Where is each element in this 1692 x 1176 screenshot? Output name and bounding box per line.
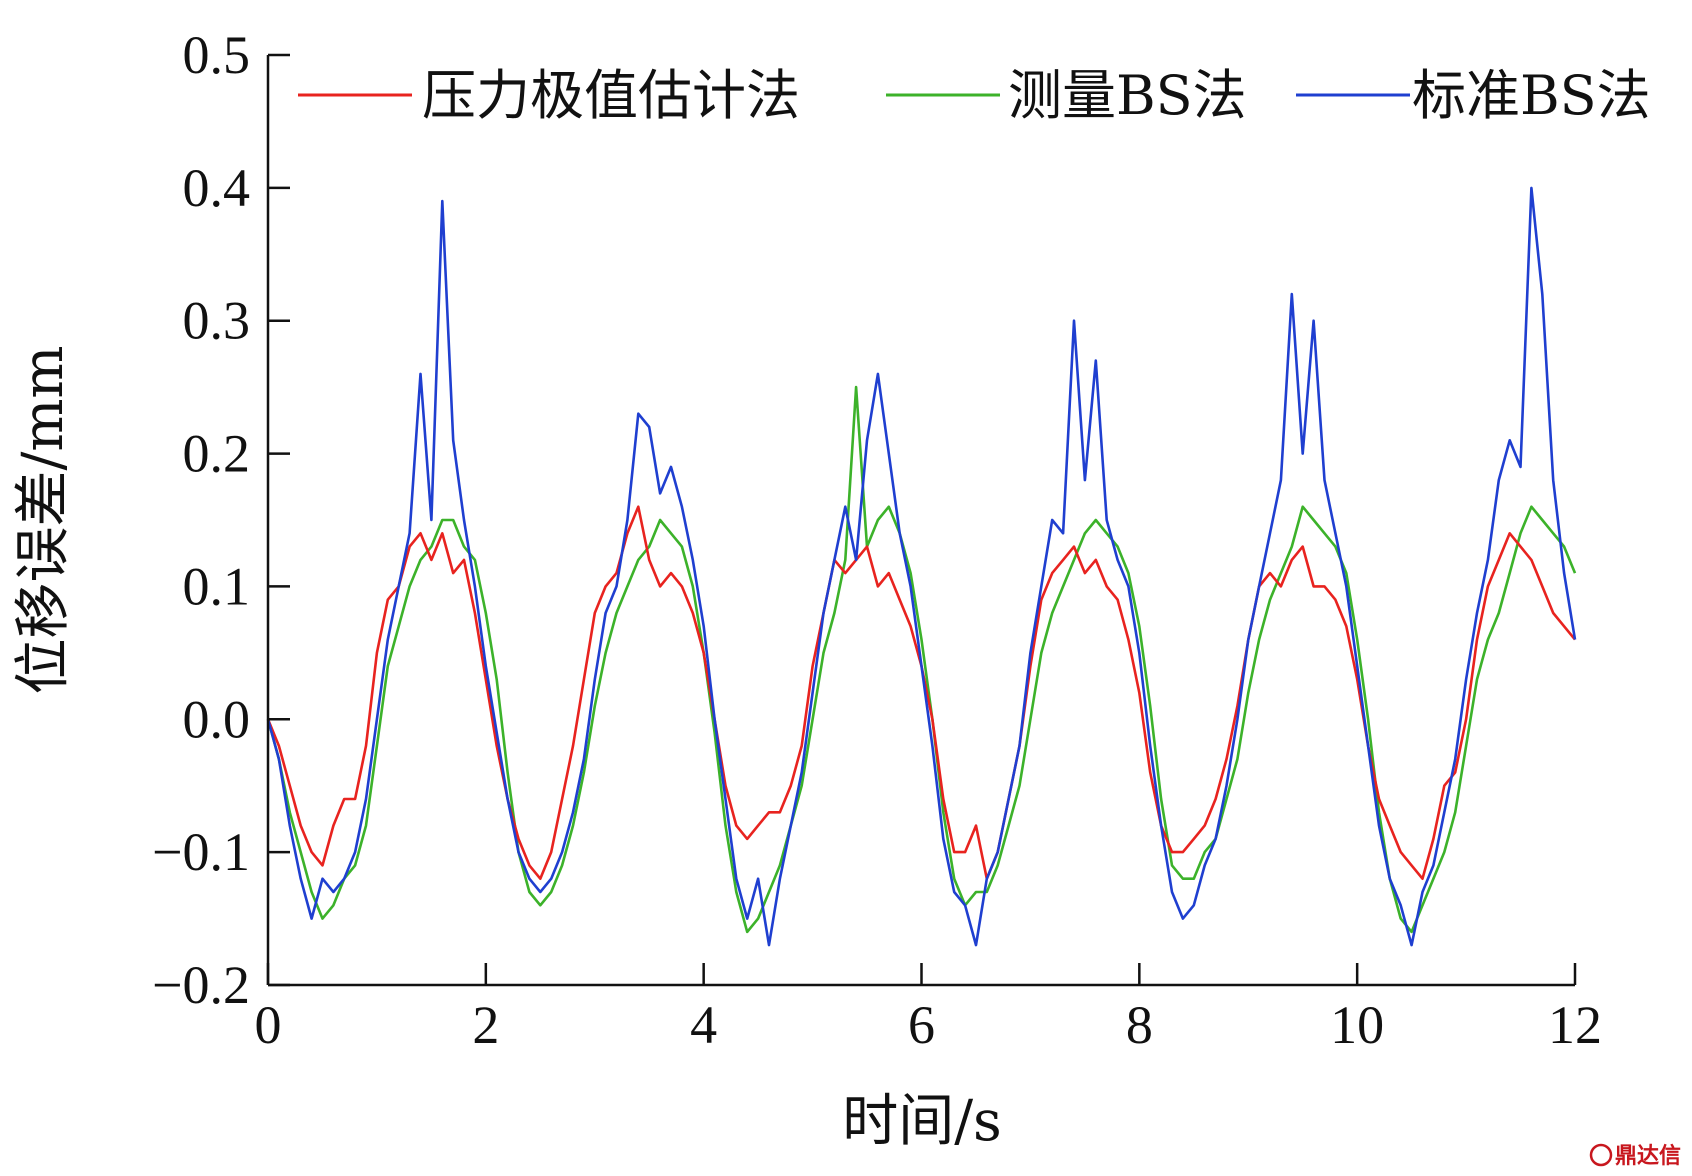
- x-axis-title: 时间/s: [842, 1089, 1002, 1154]
- y-tick-label: 0.1: [183, 556, 251, 616]
- y-tick-label: 0.0: [183, 689, 251, 749]
- legend: 压力极值估计法 测量BS法 标准BS法: [298, 64, 1651, 127]
- series-line-2: [266, 186, 1577, 947]
- legend-item-2: 标准BS法: [1296, 64, 1651, 127]
- y-axis-title: 位移误差/mm: [11, 345, 76, 694]
- y-tick-label: 0.5: [183, 25, 251, 85]
- plot-area: −0.2 −0.1 0.0 0.1 0.2 0.3 0.4 0.5 0 2 4 6 8 10 12: [152, 25, 1602, 1055]
- x-tick-label: 8: [1126, 995, 1153, 1055]
- x-tick-label: 2: [472, 995, 499, 1055]
- x-tick-label: 4: [690, 995, 717, 1055]
- watermark-logo-icon: [1589, 1143, 1613, 1167]
- x-axis-ticks: 0 2 4 6 8 10 12: [255, 963, 1602, 1055]
- legend-item-0: 压力极值估计法: [298, 64, 800, 127]
- y-tick-label: −0.2: [152, 955, 250, 1015]
- x-tick-label: 12: [1548, 995, 1602, 1055]
- x-tick-label: 6: [908, 995, 935, 1055]
- legend-item-1: 测量BS法: [886, 64, 1247, 127]
- x-tick-label: 0: [255, 995, 282, 1055]
- y-tick-label: 0.4: [183, 158, 251, 218]
- y-tick-label: 0.3: [183, 291, 251, 351]
- x-tick-label: 10: [1330, 995, 1384, 1055]
- legend-label-0: 压力极值估计法: [422, 64, 800, 127]
- watermark-text: 鼎达信: [1615, 1143, 1681, 1169]
- series-line-1: [266, 385, 1577, 934]
- series-layer: [266, 186, 1577, 947]
- legend-label-1: 测量BS法: [1008, 64, 1247, 127]
- y-axis-ticks: −0.2 −0.1 0.0 0.1 0.2 0.3 0.4 0.5: [152, 25, 290, 1015]
- legend-label-2: 标准BS法: [1412, 64, 1651, 127]
- y-tick-label: −0.1: [152, 822, 250, 882]
- y-tick-label: 0.2: [183, 424, 251, 484]
- watermark: 鼎达信: [1589, 1143, 1681, 1169]
